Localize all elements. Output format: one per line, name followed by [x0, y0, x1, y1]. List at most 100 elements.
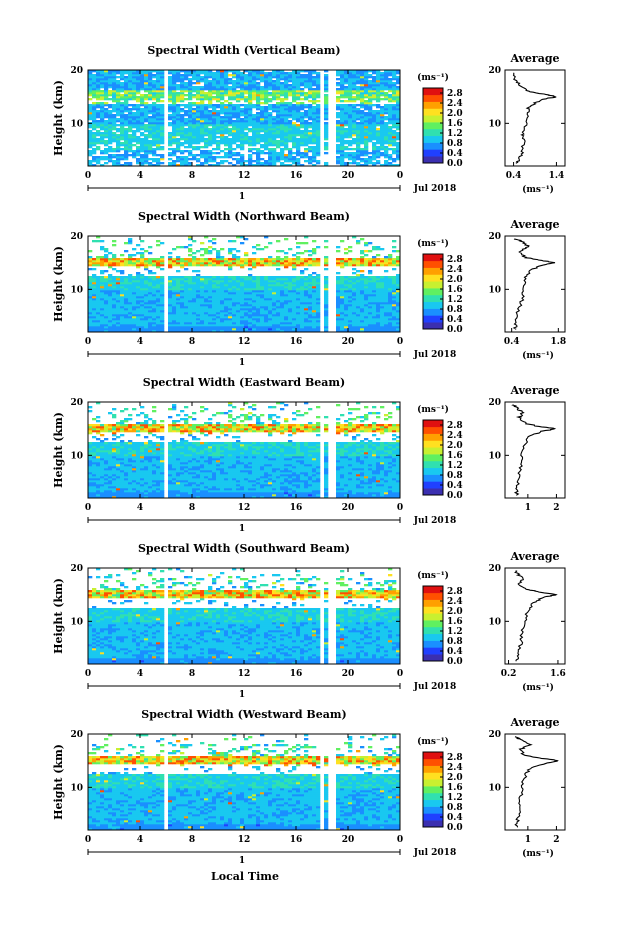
heatmap-cell — [184, 156, 189, 159]
heatmap-cell — [224, 138, 229, 141]
heatmap-cell — [276, 260, 281, 263]
heatmap-cell — [224, 78, 229, 81]
heatmap-cell — [248, 320, 253, 323]
heatmap-cell — [260, 302, 265, 305]
heatmap-cell — [256, 104, 261, 107]
heatmap-cell — [260, 286, 265, 289]
heatmap-cell — [396, 128, 401, 131]
heatmap-cell — [296, 128, 301, 131]
heatmap-cell — [196, 282, 201, 285]
heatmap-cell — [176, 288, 181, 291]
heatmap-cell — [252, 78, 257, 81]
heatmap-cell — [108, 296, 113, 299]
heatmap-cell — [216, 76, 221, 79]
heatmap-cell — [88, 132, 93, 135]
heatmap-cell — [152, 140, 157, 143]
heatmap-cell — [92, 86, 97, 89]
heatmap-cell — [300, 294, 305, 297]
heatmap-cell — [224, 128, 229, 131]
heatmap-cell — [356, 72, 361, 75]
heatmap-cell — [220, 312, 225, 315]
heatmap-cell — [272, 304, 277, 307]
heatmap-cell — [260, 298, 265, 301]
heatmap-cell — [308, 74, 313, 77]
heatmap-cell — [200, 138, 205, 141]
heatmap-cell — [112, 320, 117, 323]
heatmap-cell — [352, 82, 357, 85]
heatmap-cell — [108, 110, 113, 113]
heatmap-cell — [356, 118, 361, 121]
heatmap-cell — [216, 260, 221, 263]
heatmap-cell — [156, 78, 161, 81]
heatmap-cell — [316, 146, 321, 149]
heatmap-cell — [248, 308, 253, 311]
heatmap-cell — [196, 326, 201, 329]
heatmap-cell — [312, 118, 317, 121]
heatmap-cell — [240, 260, 245, 263]
heatmap-cell — [128, 330, 133, 333]
heatmap-cell — [144, 130, 149, 133]
heatmap-cell — [220, 106, 225, 109]
heatmap-cell — [200, 288, 205, 291]
heatmap-cell — [220, 98, 225, 101]
heatmap-cell — [224, 310, 229, 313]
heatmap-cell — [144, 276, 149, 279]
heatmap-cell — [112, 88, 117, 91]
heatmap-cell — [300, 288, 305, 291]
heatmap-cell — [228, 310, 233, 313]
x-tick-label: 16 — [290, 171, 303, 181]
heatmap-cell — [280, 280, 285, 283]
heatmap-cell — [216, 132, 221, 135]
heatmap-cell — [124, 98, 129, 101]
heatmap-cell — [92, 116, 97, 119]
heatmap-cell — [204, 160, 209, 163]
heatmap-cell — [120, 110, 125, 113]
heatmap-cell — [308, 304, 313, 307]
heatmap-cell — [168, 324, 173, 327]
heatmap-cell — [88, 98, 93, 101]
heatmap-cell — [148, 122, 153, 125]
heatmap-cell — [144, 134, 149, 137]
heatmap-cell — [188, 110, 193, 113]
heatmap-cell — [348, 108, 353, 111]
heatmap-cell — [88, 72, 93, 75]
heatmap-cell — [128, 116, 133, 119]
heatmap-cell — [292, 114, 297, 117]
heatmap-cell — [272, 122, 277, 125]
heatmap-cell — [244, 284, 249, 287]
heatmap-cell — [292, 152, 297, 155]
heatmap-cell — [200, 88, 205, 91]
heatmap-cell — [344, 132, 349, 135]
heatmap-cell — [144, 288, 149, 291]
heatmap-cell — [288, 160, 293, 163]
heatmap-cell — [92, 326, 97, 329]
heatmap-cell — [260, 320, 265, 323]
heatmap-cell — [188, 280, 193, 283]
heatmap-cell — [260, 76, 265, 79]
heatmap-cell — [228, 88, 233, 91]
heatmap-cell — [212, 322, 217, 325]
heatmap-cell — [128, 254, 133, 257]
heatmap-cell — [148, 328, 153, 331]
heatmap-cell — [240, 142, 245, 145]
heatmap-cell — [292, 328, 297, 331]
heatmap-cell — [188, 328, 193, 331]
profile-title: Average — [509, 52, 559, 65]
heatmap-cell — [180, 76, 185, 79]
heatmap-cell — [316, 86, 321, 89]
heatmap-cell — [212, 292, 217, 295]
heatmap-cell — [140, 300, 145, 303]
heatmap-cell — [360, 128, 365, 131]
heatmap-cell — [268, 78, 273, 81]
heatmap-cell — [96, 306, 101, 309]
heatmap-cell — [300, 296, 305, 299]
heatmap-cell — [100, 294, 105, 297]
heatmap-cell — [372, 148, 377, 151]
heatmap-cell — [96, 74, 101, 77]
heatmap-cell — [180, 164, 185, 167]
heatmap-cell — [188, 248, 193, 251]
heatmap-cell — [364, 104, 369, 107]
heatmap-cell — [168, 276, 173, 279]
heatmap-cell — [324, 112, 329, 115]
heatmap-cell — [380, 112, 385, 115]
